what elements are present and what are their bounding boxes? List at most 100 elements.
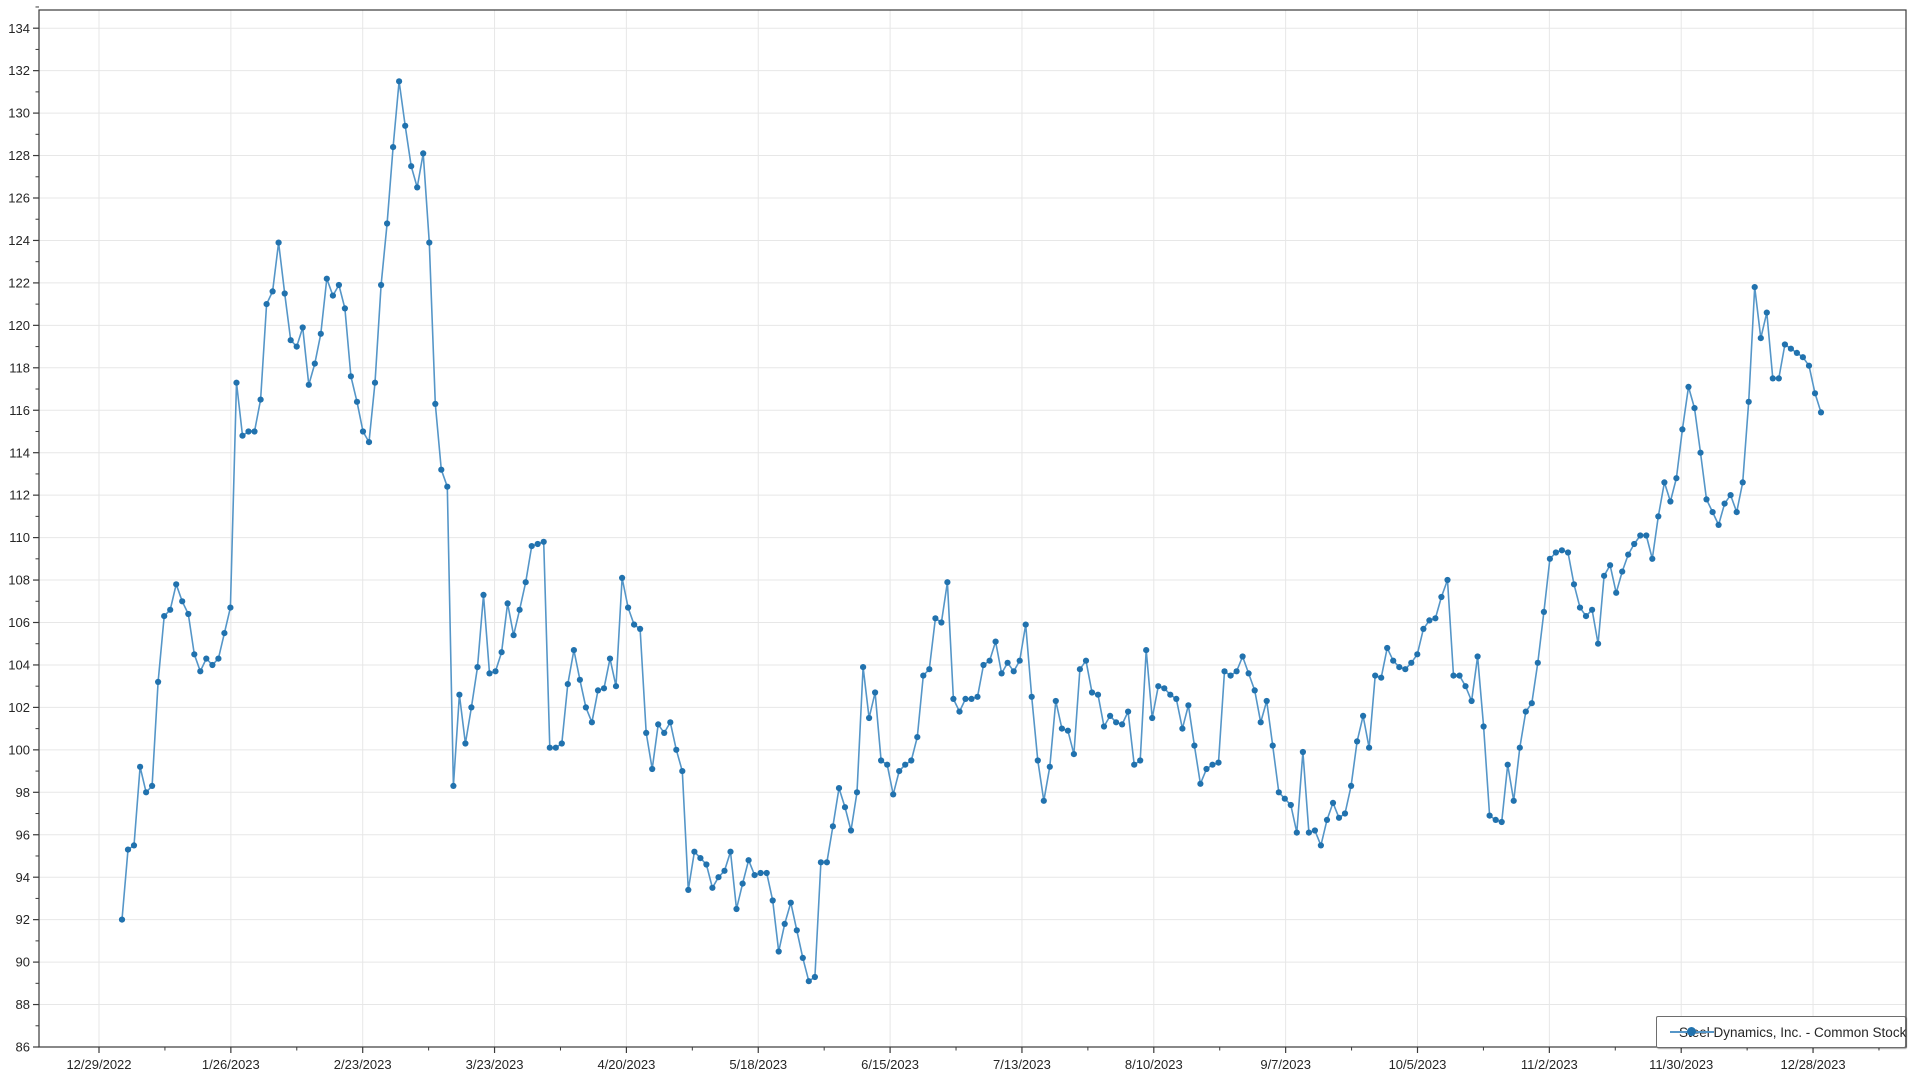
y-tick-label: 106 bbox=[8, 615, 30, 630]
data-point-marker bbox=[1341, 810, 1349, 817]
data-point-marker bbox=[450, 782, 457, 790]
data-point-marker bbox=[1408, 659, 1415, 666]
data-point-marker bbox=[1510, 797, 1517, 804]
data-point-marker bbox=[1360, 712, 1367, 720]
plot-border bbox=[38, 9, 1907, 1048]
data-point-marker bbox=[625, 604, 632, 611]
data-point-marker bbox=[860, 664, 867, 671]
data-point-marker bbox=[1203, 765, 1210, 773]
x-tick-label: 11/30/2023 bbox=[1649, 1057, 1713, 1072]
data-point-marker bbox=[793, 927, 800, 934]
data-point-marker bbox=[1167, 691, 1174, 698]
data-point-marker bbox=[1179, 725, 1186, 732]
data-point-marker bbox=[600, 685, 608, 692]
data-point-marker bbox=[1372, 672, 1379, 679]
data-point-marker bbox=[853, 789, 861, 796]
data-point-marker bbox=[968, 695, 975, 703]
data-point-marker bbox=[1775, 375, 1782, 382]
data-point-marker bbox=[1757, 335, 1764, 342]
data-point-marker bbox=[908, 757, 915, 764]
data-point-marker bbox=[209, 661, 216, 669]
data-point-marker bbox=[311, 360, 318, 367]
data-point-marker bbox=[1564, 549, 1572, 556]
data-point-marker bbox=[414, 184, 421, 191]
data-point-marker bbox=[757, 869, 764, 877]
data-point-marker bbox=[606, 655, 614, 662]
data-point-marker bbox=[1034, 757, 1041, 764]
x-tick-label: 4/20/2023 bbox=[597, 1057, 655, 1072]
data-point-marker bbox=[1227, 672, 1234, 679]
data-point-marker bbox=[293, 343, 300, 350]
data-point-marker bbox=[878, 757, 885, 764]
data-point-marker bbox=[1516, 744, 1523, 751]
data-point-marker bbox=[944, 579, 951, 586]
y-tick-label: 120 bbox=[8, 318, 30, 333]
data-point-marker bbox=[124, 846, 132, 853]
data-point-marker bbox=[1456, 672, 1463, 679]
y-tick-label: 122 bbox=[8, 275, 30, 290]
data-point-marker bbox=[299, 324, 306, 331]
data-point-marker bbox=[1709, 508, 1716, 516]
data-point-marker bbox=[149, 782, 156, 790]
data-point-marker bbox=[829, 823, 837, 830]
data-point-marker bbox=[1155, 683, 1162, 690]
y-tick-label: 132 bbox=[8, 63, 30, 78]
data-point-marker bbox=[1631, 540, 1638, 548]
data-point-marker bbox=[727, 848, 734, 855]
data-point-marker bbox=[974, 693, 981, 700]
data-point-marker bbox=[1040, 797, 1047, 804]
x-tick-label: 8/10/2023 bbox=[1125, 1057, 1183, 1072]
data-point-marker bbox=[396, 78, 403, 85]
data-point-marker bbox=[805, 978, 812, 985]
y-tick-label: 110 bbox=[9, 530, 30, 545]
data-point-marker bbox=[703, 861, 710, 868]
data-point-marker bbox=[137, 763, 144, 770]
data-point-marker bbox=[1263, 697, 1270, 705]
y-tick-label: 86 bbox=[16, 1040, 30, 1055]
data-point-marker bbox=[1197, 780, 1204, 787]
data-point-marker bbox=[691, 848, 698, 855]
data-point-marker bbox=[323, 275, 330, 282]
data-point-marker bbox=[1558, 547, 1565, 554]
data-point-marker bbox=[1528, 700, 1535, 707]
data-point-marker bbox=[281, 290, 288, 297]
data-point-marker bbox=[420, 150, 427, 157]
data-point-marker bbox=[775, 948, 782, 955]
data-point-marker bbox=[938, 619, 945, 626]
data-point-marker bbox=[715, 874, 722, 881]
data-point-marker bbox=[1299, 748, 1306, 756]
data-point-marker bbox=[329, 292, 336, 299]
y-tick-label: 102 bbox=[8, 700, 30, 715]
data-point-marker bbox=[1275, 789, 1282, 796]
data-point-marker bbox=[835, 785, 843, 792]
data-point-marker bbox=[1751, 284, 1758, 291]
data-point-marker bbox=[504, 600, 511, 607]
data-point-marker bbox=[576, 676, 584, 683]
x-tick-label: 1/26/2023 bbox=[202, 1057, 260, 1072]
data-point-marker bbox=[1161, 685, 1168, 692]
data-point-marker bbox=[1769, 375, 1776, 382]
data-point-marker bbox=[679, 768, 686, 775]
data-point-marker bbox=[1480, 723, 1487, 730]
data-point-marker bbox=[1793, 349, 1800, 356]
data-point-marker bbox=[781, 920, 788, 928]
data-point-marker bbox=[1335, 814, 1343, 821]
data-point-marker bbox=[1016, 657, 1023, 664]
data-point-marker bbox=[1589, 606, 1596, 613]
data-point-marker bbox=[998, 670, 1005, 677]
data-point-marker bbox=[1028, 693, 1035, 700]
data-point-marker bbox=[1378, 674, 1385, 681]
x-tick-label: 9/7/2023 bbox=[1260, 1057, 1311, 1072]
x-tick-label: 10/5/2023 bbox=[1389, 1057, 1447, 1072]
data-point-marker bbox=[986, 657, 993, 664]
data-point-marker bbox=[980, 661, 987, 669]
data-point-marker bbox=[1444, 576, 1451, 584]
data-point-marker bbox=[637, 625, 644, 633]
data-point-marker bbox=[1601, 572, 1608, 579]
data-point-marker bbox=[462, 740, 469, 747]
data-point-marker bbox=[1745, 398, 1752, 405]
data-point-marker bbox=[1396, 664, 1403, 671]
data-point-marker bbox=[1582, 613, 1590, 620]
